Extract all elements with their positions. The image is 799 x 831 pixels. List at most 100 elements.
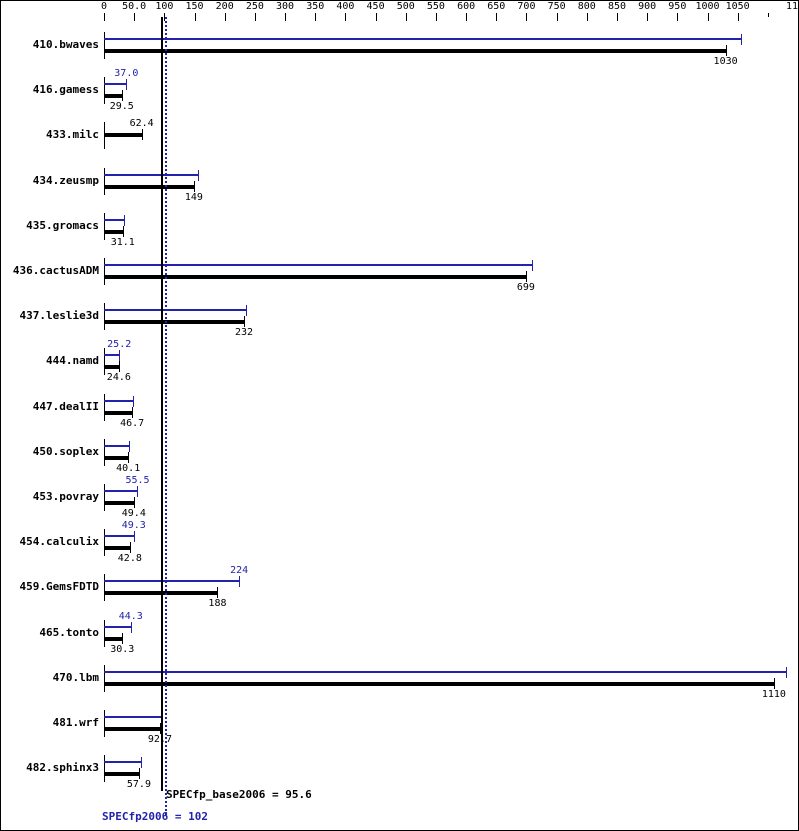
base-value-label: 62.4: [129, 118, 154, 130]
x-axis-tick: [224, 13, 226, 21]
benchmark-label: 470.lbm: [52, 670, 99, 684]
base-end-cap: [725, 45, 727, 56]
peak-end-cap: [246, 305, 248, 317]
peak-bar: [104, 354, 120, 357]
row-origin-line: [104, 529, 105, 557]
x-axis-tick-label: 500: [396, 1, 415, 12]
peak-value-label: 25.2: [107, 339, 132, 351]
x-axis-tick: [677, 13, 679, 21]
peak-mean-line: [164, 17, 167, 817]
row-origin-line: [104, 619, 105, 647]
peak-end-cap: [119, 350, 121, 362]
x-axis-tick: [707, 13, 709, 21]
base-bar: [104, 501, 134, 505]
base-end-cap: [133, 497, 135, 508]
row-origin-line: [104, 348, 105, 376]
peak-bar: [104, 535, 134, 538]
row-origin-line: [104, 212, 105, 240]
peak-bar: [104, 218, 124, 221]
peak-bar: [104, 761, 141, 764]
row-origin-line: [104, 755, 105, 783]
base-end-cap: [122, 225, 124, 237]
base-bar: [104, 365, 119, 370]
base-end-cap: [138, 768, 140, 780]
x-axis-tick: [375, 13, 377, 21]
x-axis-tick-label: 0: [100, 1, 108, 12]
x-axis-tick-label: 1000: [695, 1, 720, 12]
base-bar: [104, 681, 774, 686]
base-end-cap: [525, 271, 527, 282]
x-axis-tick-label: 1050: [725, 1, 750, 12]
x-axis-tick-label: 400: [336, 1, 355, 12]
base-bar: [104, 320, 244, 325]
base-end-cap: [159, 723, 161, 734]
base-bar: [104, 229, 123, 234]
x-axis-tick-label: 150: [185, 1, 204, 12]
benchmark-label: 435.gromacs: [26, 218, 99, 232]
x-axis-tick: [556, 13, 558, 21]
peak-end-cap: [123, 214, 125, 226]
peak-end-cap: [133, 395, 135, 407]
x-axis-tick: [435, 13, 437, 21]
benchmark-label: 481.wrf: [52, 716, 99, 729]
base-mean-line: [160, 17, 163, 791]
x-axis-tick: [767, 13, 769, 17]
peak-end-cap: [130, 621, 132, 633]
row-origin-line: [104, 484, 105, 511]
x-axis-tick-label: 450: [366, 1, 385, 12]
peak-end-cap: [197, 169, 199, 181]
peak-bar: [104, 580, 240, 583]
base-end-cap: [118, 361, 120, 373]
peak-bar: [104, 444, 130, 447]
benchmark-label: 410.bwaves: [32, 38, 99, 51]
benchmark-label: 459.GemsFDTD: [19, 580, 99, 594]
x-axis-tick-label: 800: [577, 1, 596, 12]
benchmark-label: 434.zeusmp: [32, 173, 99, 187]
peak-end-cap: [137, 486, 139, 497]
x-axis-tick: [315, 13, 317, 21]
base-value-label: 699: [516, 282, 535, 293]
x-axis-tick: [586, 13, 588, 21]
x-axis-tick: [345, 13, 347, 21]
x-axis-tick-label: 1150: [785, 1, 799, 12]
benchmark-label: 416.gamess: [32, 83, 99, 97]
base-end-cap: [217, 587, 219, 599]
x-axis-tick-label: 700: [517, 1, 536, 12]
peak-bar: [104, 490, 138, 492]
benchmark-label: 447.dealII: [32, 399, 99, 413]
row-origin-line: [104, 167, 105, 195]
base-bar: [104, 727, 160, 731]
benchmark-label: 433.milc: [46, 128, 99, 142]
row-origin-line: [104, 258, 105, 285]
base-end-cap: [773, 677, 775, 689]
base-value-label: 46.7: [120, 417, 145, 429]
peak-end-cap: [133, 531, 135, 543]
benchmark-label: 437.leslie3d: [19, 309, 99, 323]
row-origin-line: [104, 574, 105, 602]
base-mean-label: SPECfp_base2006 = 95.6: [166, 788, 312, 801]
peak-value-label: 37.0: [114, 68, 139, 80]
base-end-cap: [121, 90, 123, 102]
peak-bar: [104, 399, 134, 402]
peak-mean-label: SPECfp2006 = 102: [102, 810, 208, 823]
x-axis-tick-label: 850: [607, 1, 626, 12]
x-axis-tick-label: 200: [215, 1, 234, 12]
peak-end-cap: [740, 34, 742, 45]
base-value-label: 1030: [713, 56, 738, 67]
peak-end-cap: [129, 440, 131, 452]
x-axis-tick-label: 950: [668, 1, 687, 12]
peak-value-label: 224: [230, 565, 249, 577]
peak-value-label: 49.3: [121, 520, 146, 532]
peak-bar: [104, 264, 533, 266]
x-axis-tick: [616, 13, 618, 21]
row-origin-line: [104, 664, 105, 692]
base-value-label: 42.8: [117, 553, 142, 565]
row-origin-line: [104, 438, 105, 466]
benchmark-label: 436.cactusADM: [12, 264, 99, 277]
x-axis-tick-label: 600: [457, 1, 476, 12]
peak-bar: [104, 625, 131, 628]
base-end-cap: [193, 180, 195, 192]
x-axis-tick-label: 900: [638, 1, 657, 12]
